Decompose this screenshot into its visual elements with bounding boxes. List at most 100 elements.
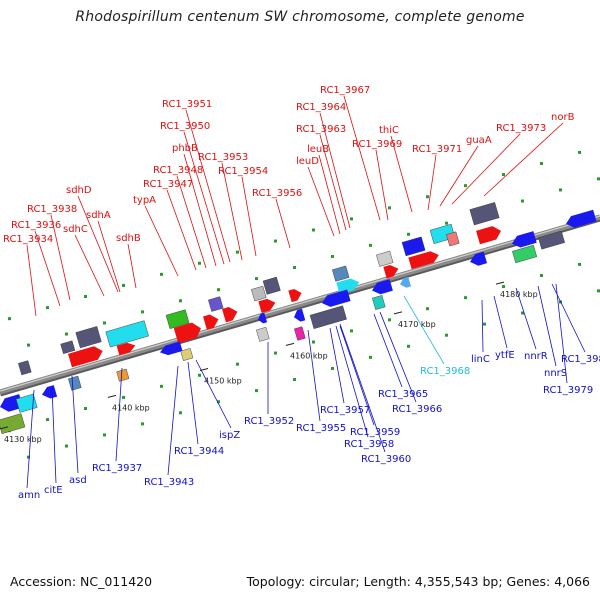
- gene-above-6: [165, 309, 190, 329]
- gene-label-below: RC1_3959: [350, 427, 400, 438]
- tick-dot: [179, 299, 182, 303]
- gene-below-16: [400, 276, 411, 288]
- gene-label-below: RC1_3955: [296, 423, 346, 434]
- gene-label-below: RC1_3968: [420, 366, 470, 377]
- tick-dot: [274, 351, 277, 355]
- gene-label-below: nnrS: [544, 368, 567, 379]
- gene-label-above: RC1_3953: [198, 152, 248, 163]
- leader-above: [439, 145, 479, 207]
- gene-below-15-body: [372, 295, 386, 310]
- gene-below-20-body: [538, 230, 565, 250]
- kbp-tick-mark: [199, 368, 209, 371]
- gene-label-below: RC1_3966: [392, 404, 442, 415]
- gene-below-10-body: [294, 308, 306, 322]
- gene-below-5: [116, 368, 130, 382]
- gene-below-11: [294, 326, 306, 341]
- leader-below: [373, 313, 403, 388]
- gene-above-3: [68, 346, 103, 368]
- gene-below-6-body: [160, 341, 183, 356]
- gene-label-below: RC1_3943: [144, 477, 194, 488]
- gene-above-6-body: [165, 309, 190, 329]
- tick-dot: [578, 262, 581, 266]
- gene-label-above: RC1_3964: [296, 102, 346, 113]
- tick-dot: [160, 272, 163, 276]
- tick-dot: [407, 232, 410, 236]
- tick-dot: [540, 161, 543, 165]
- leader-below: [187, 361, 199, 445]
- gene-label-above: RC1_3971: [412, 144, 462, 155]
- gene-below-17-body: [470, 251, 488, 266]
- leader-below: [379, 311, 417, 403]
- leader-above: [275, 198, 291, 249]
- gene-label-above: RC1_3954: [218, 166, 268, 177]
- tick-dot: [65, 444, 68, 448]
- gene-below-3-body: [42, 385, 58, 399]
- label-leader-lines: [26, 95, 586, 489]
- tick-dot: [255, 277, 258, 281]
- gene-label-below: amn: [18, 490, 40, 501]
- gene-label-below: nnrR: [524, 351, 548, 362]
- gene-above-12: [262, 276, 281, 295]
- leader-above: [50, 214, 71, 301]
- leader-above: [451, 133, 521, 205]
- kbp-tick-label: 4150 kbp: [204, 376, 242, 385]
- gene-below-13: [322, 289, 351, 307]
- gene-below-19-body: [512, 244, 538, 264]
- tick-dot: [122, 283, 125, 287]
- gene-below-3: [42, 385, 58, 399]
- leader-above: [185, 109, 231, 263]
- backbone-line: [0, 214, 600, 395]
- gene-below-8-body: [256, 326, 270, 342]
- gene-above-9-body: [208, 296, 224, 312]
- tick-dot: [521, 199, 524, 203]
- leader-above: [183, 131, 225, 265]
- tick-dot: [198, 373, 201, 377]
- tick-dot: [293, 378, 296, 382]
- gene-above-15-body: [332, 265, 350, 282]
- gene-above-5-body: [116, 342, 136, 356]
- gene-above-23: [469, 202, 500, 226]
- gene-label-below: RC1_3952: [244, 416, 294, 427]
- map-title: Rhodospirillum centenum SW chromosome, c…: [75, 9, 525, 25]
- tick-dot: [65, 332, 68, 336]
- gene-above-18: [383, 264, 399, 279]
- gene-below-2-body: [0, 413, 26, 434]
- gene-below-16-body: [400, 276, 411, 288]
- tick-dot: [46, 306, 49, 310]
- gene-below-7: [180, 348, 194, 361]
- leader-below: [195, 359, 232, 429]
- tick-dot: [236, 362, 239, 366]
- gene-above-2: [75, 326, 102, 349]
- gene-label-below: asd: [69, 475, 87, 486]
- tick-dot: [217, 288, 220, 292]
- kbp-tick-label: 4140 kbp: [112, 403, 150, 412]
- leader-below: [167, 365, 179, 476]
- tick-dot: [198, 261, 201, 265]
- gene-above-23-body: [469, 202, 500, 226]
- kbp-tick-mark: [495, 281, 505, 285]
- gene-below-11-body: [294, 326, 306, 341]
- gene-above-0-body: [18, 360, 32, 376]
- gene-label-above: typA: [133, 195, 156, 206]
- leader-below: [339, 323, 386, 453]
- leader-below: [115, 367, 123, 462]
- leader-below: [335, 325, 369, 438]
- tick-dot: [103, 433, 106, 437]
- tick-dot: [426, 195, 429, 199]
- tick-dot: [445, 333, 448, 337]
- gene-above-3-body: [68, 346, 103, 368]
- gene-above-14-body: [288, 288, 302, 303]
- kbp-ticks: 4130 kbp 4140 kbp 4150 kbp 4160 kbp 4170 kbp…: [0, 281, 538, 444]
- gene-label-below: RC1_3965: [378, 389, 428, 400]
- gene-above-17: [376, 250, 394, 267]
- leader-above: [343, 95, 381, 221]
- gene-below-6: [160, 341, 183, 356]
- gene-features: [0, 202, 597, 434]
- gene-label-above: RC1_3967: [320, 85, 370, 96]
- tick-dot: [122, 395, 125, 399]
- gene-above-13-body: [258, 298, 276, 313]
- gene-above-20-body: [408, 251, 439, 270]
- tick-dot: [464, 296, 467, 300]
